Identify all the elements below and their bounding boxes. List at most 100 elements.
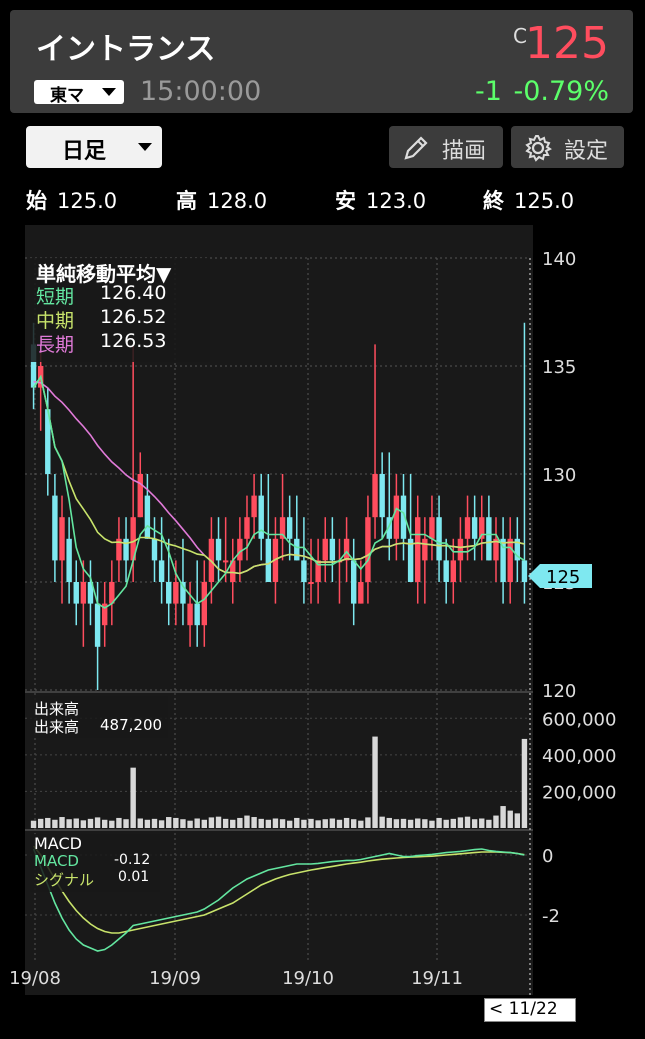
volume-bar — [514, 813, 521, 828]
macd-tick-label: 0 — [542, 846, 553, 867]
ma-long-value: 126.53 — [100, 330, 167, 352]
draw-button[interactable]: 描画 — [389, 126, 503, 168]
gear-icon — [525, 135, 552, 162]
open-value: 125.0 — [57, 189, 118, 213]
candle-body — [123, 538, 129, 561]
volume-bar — [400, 818, 407, 828]
candle-body — [151, 538, 158, 561]
macd-label: MACD — [34, 852, 79, 870]
volume-bar — [301, 819, 307, 828]
candle-body — [329, 538, 336, 561]
candle-body — [315, 560, 321, 582]
price-tag-shape — [528, 564, 592, 588]
volume-bar — [208, 817, 215, 828]
volume-bar — [116, 817, 122, 828]
x-tick-label: 19/09 — [149, 968, 201, 989]
macd-line — [32, 848, 525, 952]
candle-body — [59, 517, 65, 561]
candle-body — [237, 538, 243, 561]
period-select[interactable]: 日足 — [26, 126, 162, 168]
x-tick-label: 19/11 — [411, 968, 463, 989]
volume-bar — [222, 818, 229, 828]
volume-bar — [322, 819, 328, 828]
signal-value: 0.01 — [118, 869, 150, 885]
candle-body — [109, 582, 115, 604]
volume-tick-label: 200,000 — [542, 782, 616, 803]
cursor-date: < 11/22 > — [489, 999, 558, 1039]
volume-value: 487,200 — [100, 716, 163, 734]
volume-bar — [201, 819, 208, 828]
candle-body — [471, 517, 478, 539]
price-change-pct: -0.79% — [513, 76, 609, 107]
signal-line — [32, 845, 525, 934]
price-tick-label: 120 — [542, 681, 576, 702]
candle-body — [222, 560, 229, 563]
candle-body — [45, 409, 51, 474]
volume-bar — [286, 820, 293, 828]
volume-bar — [393, 819, 400, 828]
x-tick-label: 19/08 — [9, 968, 61, 989]
candle-body — [486, 517, 492, 561]
candle-body — [52, 495, 58, 561]
volume-bar — [372, 736, 378, 828]
current-price: 125 — [525, 18, 609, 69]
cursor-date-badge[interactable]: < 11/22 > — [484, 998, 576, 1039]
volume-bar — [80, 820, 87, 828]
volume-bar — [66, 819, 72, 828]
volume-tick-label: 400,000 — [542, 746, 616, 767]
volume-bar — [109, 820, 115, 828]
ma-short-label: 短期 — [36, 286, 75, 308]
price-change: -1 — [475, 76, 502, 107]
draw-label: 描画 — [442, 139, 487, 164]
volume-bar — [251, 817, 257, 828]
volume-bar — [30, 820, 37, 828]
macd-tick-label: -2 — [542, 906, 560, 927]
ma-mid-value: 126.52 — [100, 306, 167, 328]
ma-short-value: 126.40 — [100, 282, 167, 304]
candle-body — [301, 560, 307, 582]
settings-label: 設定 — [564, 139, 609, 164]
candle-body — [158, 560, 165, 582]
market-label: 東マ — [50, 86, 84, 106]
volume-bar — [315, 820, 321, 828]
candle-body — [180, 582, 186, 604]
ma-long-label: 長期 — [36, 334, 75, 356]
volume-bar — [215, 816, 222, 828]
volume-bar — [52, 819, 58, 828]
close-value: 125.0 — [514, 189, 575, 213]
candle-body — [244, 517, 250, 539]
candle-body — [358, 582, 364, 604]
candle-body — [350, 560, 357, 604]
volume-bar — [59, 817, 65, 828]
market-select[interactable]: 東マ — [34, 80, 124, 106]
macd-value: -0.12 — [114, 852, 151, 868]
volume-bar — [379, 816, 385, 828]
volume-bars — [30, 736, 528, 828]
volume-bar — [45, 817, 51, 828]
candle-body — [521, 560, 528, 582]
volume-bar — [450, 818, 457, 828]
volume-bar — [258, 818, 264, 828]
ma-legend-title: 単純移動平均▼ — [36, 262, 172, 286]
candle-body — [201, 582, 208, 626]
ohlc-high: 高 128.0 — [176, 185, 267, 215]
candle-body — [101, 603, 108, 626]
volume-bar — [137, 818, 143, 828]
ohlc-open: 始 125.0 — [26, 185, 117, 215]
high-value: 128.0 — [207, 189, 268, 213]
volume-bar — [457, 817, 464, 828]
candle-body — [322, 538, 328, 561]
macd-lines — [32, 845, 525, 952]
period-label: 日足 — [62, 139, 107, 164]
volume-bar — [422, 819, 428, 828]
volume-bar — [173, 817, 179, 828]
volume-bar — [479, 818, 485, 828]
candle-body — [116, 538, 122, 561]
candle-body — [507, 538, 513, 582]
ma-legend[interactable]: 単純移動平均▼ 短期 126.40 中期 126.52 長期 126.53 — [30, 258, 210, 362]
stock-name: イントランス — [36, 32, 216, 67]
volume-bar — [407, 819, 414, 828]
axis-labels: 140 135 130 125 120 600,000 400,000 200,000 0 -2 1… — [9, 249, 616, 989]
candle-body — [415, 517, 421, 582]
settings-button[interactable]: 設定 — [511, 126, 624, 168]
